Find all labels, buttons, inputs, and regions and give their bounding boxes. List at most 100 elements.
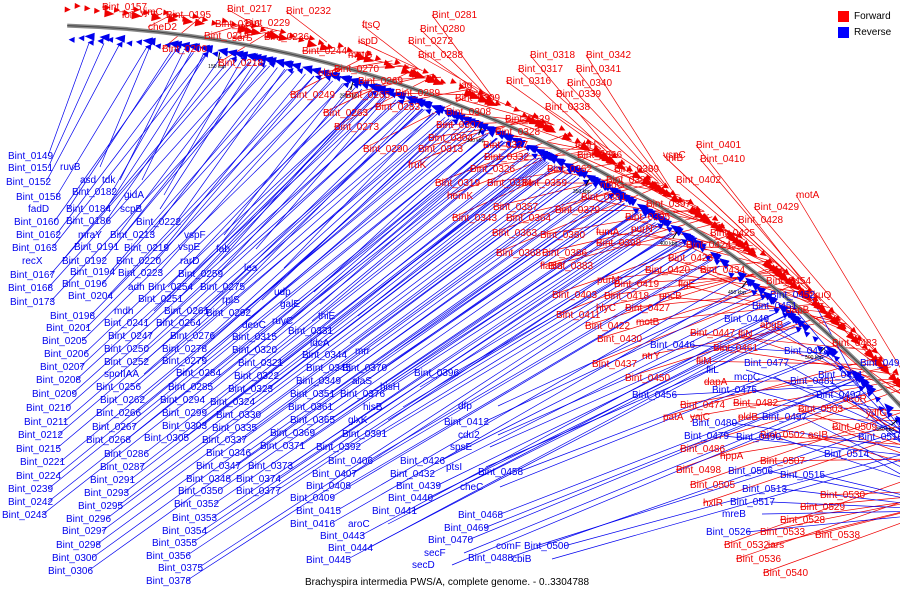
forward-gene-label[interactable]: Bint_0265 [345, 90, 390, 101]
reverse-gene-label[interactable]: Bint_0412 [444, 417, 489, 428]
reverse-gene-label[interactable]: Bint_0353 [172, 513, 217, 524]
reverse-gene-label[interactable]: hisB [363, 402, 383, 413]
reverse-gene-label[interactable]: Bint_0331 [288, 326, 333, 337]
forward-gene-label[interactable]: Bint_0338 [545, 102, 590, 113]
reverse-gene-label[interactable]: Bint_0173 [10, 297, 55, 308]
reverse-gene-label[interactable]: lea [244, 263, 258, 274]
reverse-gene-label[interactable]: ptsI [446, 462, 462, 473]
reverse-gene-label[interactable]: Bint_0432 [390, 469, 435, 480]
forward-gene-label[interactable]: Bint_0428 [738, 215, 783, 226]
forward-gene-label[interactable]: Bint_0486 [680, 444, 725, 455]
forward-gene-label[interactable]: Bint_0236 [264, 32, 309, 43]
forward-gene-label[interactable]: fabH [575, 140, 596, 151]
reverse-gene-label[interactable]: Bint_0205 [42, 336, 87, 347]
reverse-gene-label[interactable]: Bint_0221 [20, 457, 65, 468]
reverse-gene-label[interactable]: ruvC [272, 316, 293, 327]
reverse-gene-label[interactable]: Bint_0396 [414, 368, 459, 379]
reverse-gene-label[interactable]: Bint_0347 [196, 461, 241, 472]
reverse-gene-label[interactable]: Bint_0209 [32, 389, 77, 400]
reverse-gene-label[interactable]: Bint_0162 [16, 230, 61, 241]
reverse-gene-label[interactable]: Bint_0415 [296, 506, 341, 517]
reverse-gene-label[interactable]: Bint_0320 [232, 345, 277, 356]
forward-gene-label[interactable]: flaB3 [540, 261, 563, 272]
reverse-gene-label[interactable]: Bint_0293 [84, 488, 129, 499]
forward-gene-label[interactable]: Bint_0342 [586, 50, 631, 61]
reverse-gene-label[interactable]: Bint_0469 [444, 523, 489, 534]
reverse-gene-label[interactable]: Bint_0207 [40, 362, 85, 373]
reverse-gene-label[interactable]: Bint_0374 [236, 474, 281, 485]
reverse-gene-label[interactable]: mcpC [734, 372, 760, 383]
reverse-gene-label[interactable]: galE [280, 299, 300, 310]
forward-gene-label[interactable]: dapA [704, 377, 728, 388]
reverse-gene-label[interactable]: Bint_0186 [66, 216, 111, 227]
reverse-gene-label[interactable]: Bint_0167 [10, 270, 55, 281]
forward-gene-label[interactable]: Bint_0332 [484, 152, 529, 163]
reverse-gene-label[interactable]: Bint_0493 [860, 358, 900, 369]
forward-gene-label[interactable]: Bint_0509 [832, 422, 877, 433]
reverse-gene-label[interactable]: Bint_0452 [770, 290, 815, 301]
reverse-gene-label[interactable]: Bint_0514 [824, 449, 869, 460]
reverse-gene-label[interactable]: Bint_0297 [62, 526, 107, 537]
reverse-gene-label[interactable]: Bint_0365 [290, 415, 335, 426]
forward-gene-label[interactable]: Bint_0232 [286, 6, 331, 17]
forward-gene-label[interactable]: Bint_0411 [556, 310, 601, 321]
reverse-gene-label[interactable]: Bint_0352 [174, 499, 219, 510]
forward-gene-label[interactable]: Bint_0216 [215, 19, 260, 30]
reverse-gene-label[interactable]: Bint_0303 [162, 421, 207, 432]
reverse-gene-label[interactable]: Bint_0194 [70, 267, 115, 278]
reverse-gene-label[interactable]: cheC [460, 482, 483, 493]
forward-gene-label[interactable]: asIB [808, 430, 828, 441]
reverse-gene-label[interactable]: Bint_0262 [100, 395, 145, 406]
reverse-gene-label[interactable]: Bint_0408 [306, 481, 351, 492]
reverse-gene-label[interactable]: Bint_0215 [16, 444, 61, 455]
forward-gene-label[interactable]: Bint_0530 [820, 490, 865, 501]
reverse-gene-label[interactable]: tdk [102, 175, 116, 186]
forward-gene-label[interactable]: Bint_0281 [432, 10, 477, 21]
reverse-gene-label[interactable]: Bint_0354 [162, 526, 207, 537]
reverse-gene-label[interactable]: Bint_0184 [66, 204, 111, 215]
reverse-gene-label[interactable]: Bint_0224 [16, 471, 61, 482]
forward-gene-label[interactable]: Bint_0368 [496, 248, 541, 259]
forward-gene-label[interactable]: Bint_0398 [596, 238, 641, 249]
forward-gene-label[interactable]: Bint_0536 [736, 554, 781, 565]
forward-gene-label[interactable]: Bint_0316 [506, 76, 551, 87]
reverse-gene-label[interactable]: cdu2 [458, 430, 480, 441]
reverse-gene-label[interactable]: Bint_0286 [104, 449, 149, 460]
forward-gene-label[interactable]: Bint_0195 [166, 10, 211, 21]
reverse-gene-label[interactable]: Bint_0275 [200, 282, 245, 293]
reverse-gene-label[interactable]: Bint_0324 [210, 397, 255, 408]
forward-gene-label[interactable]: Bint_0308 [446, 107, 491, 118]
forward-gene-label[interactable]: Bint_0317 [518, 64, 563, 75]
reverse-gene-label[interactable]: Bint_0345 [306, 363, 351, 374]
forward-gene-label[interactable]: metG [348, 50, 373, 61]
reverse-gene-label[interactable]: Bint_0449 [724, 314, 769, 325]
reverse-gene-label[interactable]: spoIIAA [104, 369, 139, 380]
reverse-gene-label[interactable]: Bint_0321 [238, 358, 283, 369]
reverse-gene-label[interactable]: Bint_0445 [306, 555, 351, 566]
forward-gene-label[interactable]: pldB [738, 412, 758, 423]
reverse-gene-label[interactable]: fadD [28, 204, 49, 215]
reverse-gene-label[interactable]: Bint_0500 [524, 541, 569, 552]
forward-gene-label[interactable]: Bint_0359 [522, 178, 567, 189]
reverse-gene-label[interactable]: Bint_0296 [66, 514, 111, 525]
forward-gene-label[interactable]: Bint_0447 [690, 328, 735, 339]
forward-gene-label[interactable]: Bint_0423 [668, 253, 713, 264]
forward-gene-label[interactable]: Bint_0263 [323, 108, 368, 119]
reverse-gene-label[interactable]: Bint_0261 [164, 306, 209, 317]
forward-gene-label[interactable]: Bint_0313 [418, 144, 463, 155]
reverse-gene-label[interactable]: secD [412, 560, 435, 571]
reverse-gene-label[interactable]: Bint_0513 [742, 484, 787, 495]
reverse-gene-label[interactable]: Bint_0287 [100, 462, 145, 473]
reverse-gene-label[interactable]: dfp [458, 401, 472, 412]
forward-gene-label[interactable]: Bint_0341 [576, 64, 621, 75]
reverse-gene-label[interactable]: Bint_0196 [62, 279, 107, 290]
reverse-gene-label[interactable]: glxK [348, 415, 368, 426]
reverse-gene-label[interactable]: Bint_0475 [712, 385, 757, 396]
forward-gene-label[interactable]: Bint_0538 [815, 530, 860, 541]
forward-gene-label[interactable]: Bint_0362 [547, 164, 592, 175]
forward-gene-label[interactable]: motA [796, 190, 820, 201]
reverse-gene-label[interactable]: fliL [706, 365, 719, 376]
forward-gene-label[interactable]: Bint_0334 [487, 178, 532, 189]
forward-gene-label[interactable]: Bint_0214 [204, 31, 249, 42]
reverse-gene-label[interactable]: Bint_0160 [14, 217, 59, 228]
